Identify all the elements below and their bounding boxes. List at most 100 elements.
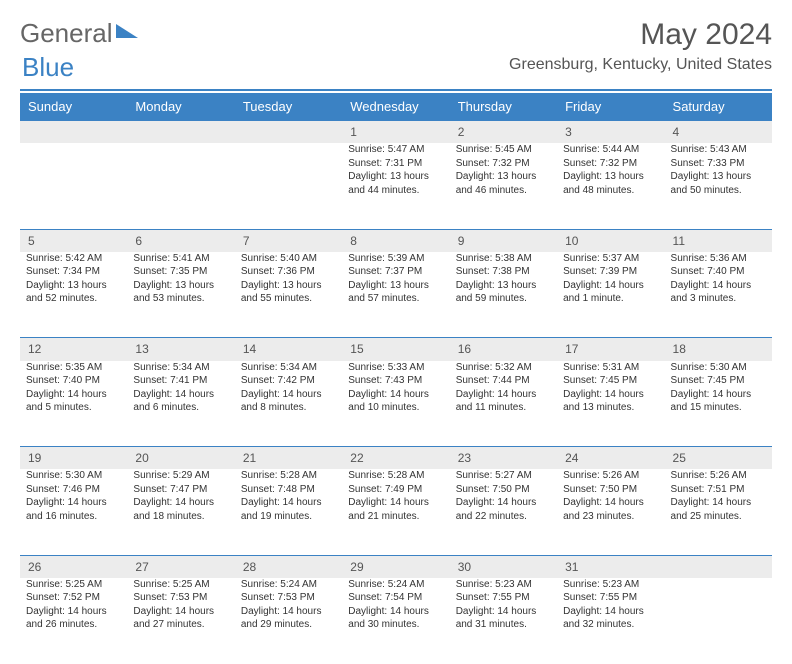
day-cell: Sunrise: 5:28 AMSunset: 7:49 PMDaylight:… <box>342 469 449 555</box>
daylight-line: Daylight: 13 hours and 44 minutes. <box>348 170 443 197</box>
day-number-row: 262728293031 <box>20 555 772 578</box>
sunset-line: Sunset: 7:53 PM <box>133 591 228 605</box>
sunrise-line: Sunrise: 5:30 AM <box>671 361 766 375</box>
sunset-line: Sunset: 7:34 PM <box>26 265 121 279</box>
day-number: 8 <box>342 229 449 252</box>
daylight-line: Daylight: 14 hours and 26 minutes. <box>26 605 121 632</box>
day-number: 18 <box>665 338 772 361</box>
day-content-row: Sunrise: 5:42 AMSunset: 7:34 PMDaylight:… <box>20 252 772 338</box>
day-cell: Sunrise: 5:23 AMSunset: 7:55 PMDaylight:… <box>450 578 557 664</box>
title-block: May 2024 Greensburg, Kentucky, United St… <box>509 18 772 74</box>
day-cell: Sunrise: 5:38 AMSunset: 7:38 PMDaylight:… <box>450 252 557 338</box>
day-number-row: 19202122232425 <box>20 447 772 470</box>
daylight-line: Daylight: 14 hours and 3 minutes. <box>671 279 766 306</box>
sunset-line: Sunset: 7:48 PM <box>241 483 336 497</box>
day-number <box>20 121 127 144</box>
weekday-header-row: SundayMondayTuesdayWednesdayThursdayFrid… <box>20 93 772 121</box>
sunset-line: Sunset: 7:44 PM <box>456 374 551 388</box>
sunrise-line: Sunrise: 5:32 AM <box>456 361 551 375</box>
sunrise-line: Sunrise: 5:44 AM <box>563 143 658 157</box>
day-number: 14 <box>235 338 342 361</box>
day-number: 12 <box>20 338 127 361</box>
day-number: 22 <box>342 447 449 470</box>
weekday-header: Wednesday <box>342 93 449 121</box>
sunrise-line: Sunrise: 5:42 AM <box>26 252 121 266</box>
sunset-line: Sunset: 7:31 PM <box>348 157 443 171</box>
daylight-line: Daylight: 14 hours and 13 minutes. <box>563 388 658 415</box>
sunset-line: Sunset: 7:52 PM <box>26 591 121 605</box>
sunset-line: Sunset: 7:46 PM <box>26 483 121 497</box>
day-number: 24 <box>557 447 664 470</box>
sunrise-line: Sunrise: 5:40 AM <box>241 252 336 266</box>
sunset-line: Sunset: 7:47 PM <box>133 483 228 497</box>
sunset-line: Sunset: 7:43 PM <box>348 374 443 388</box>
daylight-line: Daylight: 13 hours and 48 minutes. <box>563 170 658 197</box>
sunrise-line: Sunrise: 5:23 AM <box>456 578 551 592</box>
sunrise-line: Sunrise: 5:34 AM <box>241 361 336 375</box>
day-content-row: Sunrise: 5:35 AMSunset: 7:40 PMDaylight:… <box>20 361 772 447</box>
day-cell: Sunrise: 5:47 AMSunset: 7:31 PMDaylight:… <box>342 143 449 229</box>
day-number: 28 <box>235 555 342 578</box>
day-number: 19 <box>20 447 127 470</box>
daylight-line: Daylight: 14 hours and 10 minutes. <box>348 388 443 415</box>
day-cell: Sunrise: 5:44 AMSunset: 7:32 PMDaylight:… <box>557 143 664 229</box>
weekday-header: Thursday <box>450 93 557 121</box>
daylight-line: Daylight: 13 hours and 59 minutes. <box>456 279 551 306</box>
daylight-line: Daylight: 14 hours and 23 minutes. <box>563 496 658 523</box>
sunrise-line: Sunrise: 5:35 AM <box>26 361 121 375</box>
sunrise-line: Sunrise: 5:38 AM <box>456 252 551 266</box>
day-number <box>127 121 234 144</box>
day-number: 15 <box>342 338 449 361</box>
day-number: 26 <box>20 555 127 578</box>
sunset-line: Sunset: 7:40 PM <box>671 265 766 279</box>
sunrise-line: Sunrise: 5:27 AM <box>456 469 551 483</box>
day-number: 31 <box>557 555 664 578</box>
day-number: 9 <box>450 229 557 252</box>
day-cell <box>235 143 342 229</box>
day-number: 30 <box>450 555 557 578</box>
day-number: 11 <box>665 229 772 252</box>
sunset-line: Sunset: 7:37 PM <box>348 265 443 279</box>
location-text: Greensburg, Kentucky, United States <box>509 56 772 74</box>
sunset-line: Sunset: 7:38 PM <box>456 265 551 279</box>
daylight-line: Daylight: 13 hours and 57 minutes. <box>348 279 443 306</box>
day-cell: Sunrise: 5:42 AMSunset: 7:34 PMDaylight:… <box>20 252 127 338</box>
day-cell: Sunrise: 5:34 AMSunset: 7:42 PMDaylight:… <box>235 361 342 447</box>
day-cell: Sunrise: 5:30 AMSunset: 7:45 PMDaylight:… <box>665 361 772 447</box>
day-cell <box>665 578 772 664</box>
sunrise-line: Sunrise: 5:25 AM <box>133 578 228 592</box>
sunrise-line: Sunrise: 5:43 AM <box>671 143 766 157</box>
sunset-line: Sunset: 7:39 PM <box>563 265 658 279</box>
sunrise-line: Sunrise: 5:33 AM <box>348 361 443 375</box>
daylight-line: Daylight: 14 hours and 11 minutes. <box>456 388 551 415</box>
daylight-line: Daylight: 14 hours and 1 minute. <box>563 279 658 306</box>
day-cell: Sunrise: 5:31 AMSunset: 7:45 PMDaylight:… <box>557 361 664 447</box>
sunrise-line: Sunrise: 5:47 AM <box>348 143 443 157</box>
sunrise-line: Sunrise: 5:26 AM <box>563 469 658 483</box>
day-cell: Sunrise: 5:41 AMSunset: 7:35 PMDaylight:… <box>127 252 234 338</box>
daylight-line: Daylight: 14 hours and 29 minutes. <box>241 605 336 632</box>
daylight-line: Daylight: 14 hours and 31 minutes. <box>456 605 551 632</box>
sunset-line: Sunset: 7:54 PM <box>348 591 443 605</box>
daylight-line: Daylight: 13 hours and 52 minutes. <box>26 279 121 306</box>
day-cell: Sunrise: 5:30 AMSunset: 7:46 PMDaylight:… <box>20 469 127 555</box>
daylight-line: Daylight: 14 hours and 6 minutes. <box>133 388 228 415</box>
day-number: 1 <box>342 121 449 144</box>
sunset-line: Sunset: 7:55 PM <box>563 591 658 605</box>
sunrise-line: Sunrise: 5:39 AM <box>348 252 443 266</box>
sunrise-line: Sunrise: 5:23 AM <box>563 578 658 592</box>
sunset-line: Sunset: 7:53 PM <box>241 591 336 605</box>
daylight-line: Daylight: 13 hours and 53 minutes. <box>133 279 228 306</box>
sunset-line: Sunset: 7:36 PM <box>241 265 336 279</box>
sunset-line: Sunset: 7:41 PM <box>133 374 228 388</box>
day-cell: Sunrise: 5:33 AMSunset: 7:43 PMDaylight:… <box>342 361 449 447</box>
calendar-table: SundayMondayTuesdayWednesdayThursdayFrid… <box>20 93 772 664</box>
sunset-line: Sunset: 7:50 PM <box>456 483 551 497</box>
daylight-line: Daylight: 13 hours and 50 minutes. <box>671 170 766 197</box>
sunrise-line: Sunrise: 5:25 AM <box>26 578 121 592</box>
day-cell: Sunrise: 5:45 AMSunset: 7:32 PMDaylight:… <box>450 143 557 229</box>
sunrise-line: Sunrise: 5:28 AM <box>348 469 443 483</box>
day-cell: Sunrise: 5:37 AMSunset: 7:39 PMDaylight:… <box>557 252 664 338</box>
day-number: 20 <box>127 447 234 470</box>
day-number: 4 <box>665 121 772 144</box>
